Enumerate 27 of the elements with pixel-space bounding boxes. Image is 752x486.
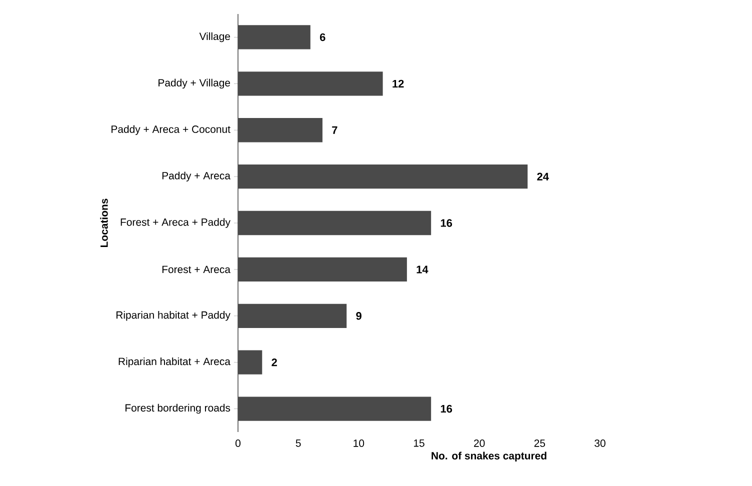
data-label: 14 bbox=[416, 266, 428, 274]
y-axis-title: Locations bbox=[100, 198, 108, 248]
data-label: 2 bbox=[272, 358, 277, 366]
y-tick-label: Forest bordering roads bbox=[126, 404, 230, 414]
data-label: 16 bbox=[440, 404, 452, 413]
x-tick-label: 10 bbox=[354, 440, 364, 447]
x-tick-label: 25 bbox=[534, 440, 546, 447]
x-tick-label: 0 bbox=[236, 440, 240, 447]
x-tick-label: 5 bbox=[296, 440, 301, 447]
y-tick-label: Paddy + Areca bbox=[162, 172, 230, 182]
data-label: 12 bbox=[392, 80, 404, 88]
x-tick-label: 15 bbox=[414, 440, 424, 447]
data-label: 24 bbox=[537, 172, 549, 180]
y-tick-label: Forest + Areca + Paddy bbox=[120, 218, 230, 228]
data-label: 9 bbox=[356, 312, 362, 320]
y-tick-label: Paddy + Village bbox=[158, 78, 230, 89]
data-label: 7 bbox=[332, 126, 338, 134]
x-axis-title: No. of snakes captured bbox=[432, 452, 546, 462]
y-tick-label: Riparian habitat + Paddy bbox=[116, 311, 230, 321]
x-tick-label: 30 bbox=[594, 440, 606, 447]
x-tick-label: 20 bbox=[474, 440, 485, 447]
y-tick-label: Village bbox=[199, 32, 230, 42]
y-tick-label: Forest + Areca bbox=[162, 266, 230, 274]
data-label: 6 bbox=[320, 33, 326, 42]
y-tick-label: Paddy + Areca + Coconut bbox=[112, 125, 230, 135]
y-tick-label: Riparian habitat + Areca bbox=[118, 357, 230, 368]
data-label: 16 bbox=[440, 219, 452, 227]
